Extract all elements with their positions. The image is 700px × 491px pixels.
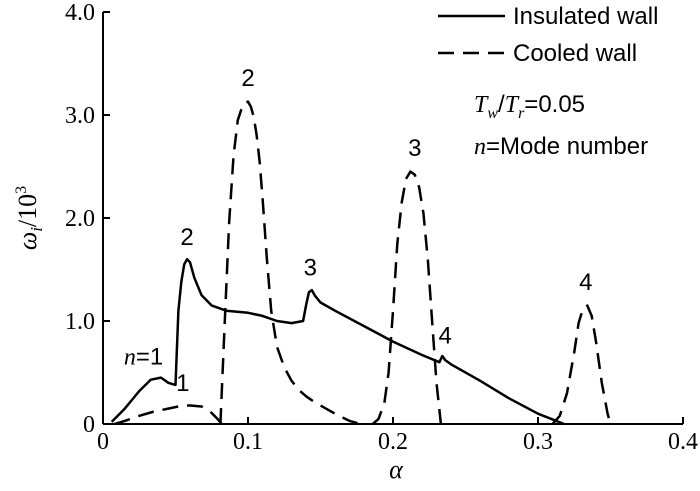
y-tick-label: 1.0 bbox=[65, 309, 95, 335]
y-axis-label-tail: /10 bbox=[13, 194, 42, 227]
x-tick-label: 0.4 bbox=[668, 429, 698, 455]
mode-label: 2 bbox=[180, 224, 193, 251]
cooled-wall-series-line bbox=[219, 100, 362, 426]
temperature-ratio-annotation: Tw/Tr=0.05 bbox=[474, 91, 585, 122]
insulated-wall-series-line bbox=[110, 257, 565, 426]
y-axis-label: ωi/103 bbox=[13, 186, 46, 250]
legend-label-cooled: Cooled wall bbox=[513, 40, 637, 67]
series-layer bbox=[110, 100, 612, 426]
x-axis-ticks: 0 0.1 0.2 0.3 0.4 bbox=[97, 417, 698, 455]
legend: Insulated wall Cooled wall bbox=[438, 3, 658, 67]
mode-label: 4 bbox=[579, 269, 592, 296]
mode-label: 3 bbox=[304, 255, 317, 282]
x-tick-label: 0.2 bbox=[378, 429, 408, 455]
mode-label: n=1 bbox=[124, 343, 163, 370]
legend-label-insulated: Insulated wall bbox=[513, 3, 658, 30]
cooled-wall-series-line bbox=[371, 170, 443, 425]
mode-label: 3 bbox=[408, 135, 421, 162]
cooled-wall-series-line bbox=[551, 304, 612, 425]
x-tick-label: 0 bbox=[97, 429, 109, 455]
y-axis-label-subscript: i bbox=[27, 227, 46, 232]
mode-label: 1 bbox=[176, 370, 189, 397]
y-tick-label: 0 bbox=[83, 412, 95, 438]
mode-number-annotation: n=Mode number bbox=[474, 133, 648, 160]
x-tick-label: 0.3 bbox=[523, 429, 553, 455]
y-axis-label-superscript: 3 bbox=[13, 186, 30, 194]
y-axis-label-symbol: ω bbox=[13, 232, 42, 250]
y-tick-label: 2.0 bbox=[65, 206, 95, 232]
x-axis-label: α bbox=[389, 455, 404, 484]
y-axis-ticks: 0 1.0 2.0 3.0 4.0 bbox=[65, 0, 110, 438]
x-tick-label: 0.1 bbox=[233, 429, 263, 455]
mode-labels: n=1 2 3 4 1 2 3 4 bbox=[124, 65, 593, 397]
y-tick-label: 4.0 bbox=[65, 0, 95, 26]
axes bbox=[102, 12, 683, 425]
mode-label: 2 bbox=[241, 65, 254, 92]
cooled-wall-series-line bbox=[114, 404, 223, 426]
y-tick-label: 3.0 bbox=[65, 103, 95, 129]
mode-label: 4 bbox=[439, 323, 452, 350]
